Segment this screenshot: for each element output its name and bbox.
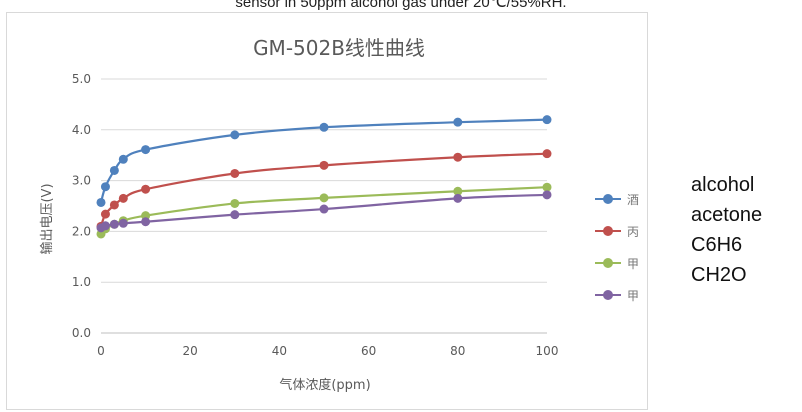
label-alcohol: alcohol	[691, 174, 755, 196]
label-acetone: acetone	[691, 204, 763, 226]
legend-label-3: 甲	[627, 257, 640, 271]
series-1-point-8	[542, 115, 552, 125]
series-3-point-6	[319, 193, 329, 203]
series-4-point-6	[319, 204, 329, 214]
series-2-point-7	[453, 152, 463, 162]
x-tick-label-2: 40	[272, 344, 287, 358]
legend-label-1: 酒	[627, 193, 640, 207]
legend-marker-3	[603, 258, 613, 268]
series-4-point-3	[118, 218, 128, 228]
legend-label-2: 丙	[627, 225, 640, 239]
x-tick-label-3: 60	[361, 344, 376, 358]
series-2-point-3	[118, 193, 128, 203]
series-2-point-2	[109, 200, 119, 210]
y-tick-label-0: 0.0	[72, 326, 91, 340]
series-1-point-6	[319, 122, 329, 132]
series-3-point-8	[542, 182, 552, 192]
y-tick-label-3: 3.0	[72, 174, 91, 188]
series-1-point-4	[141, 145, 151, 155]
series-1-point-5	[230, 130, 240, 140]
x-tick-label-5: 100	[536, 344, 559, 358]
line-chart: GM-502B线性曲线 气体浓度(ppm) 输出电压(V) 0.0 1.0 2.0 3…	[39, 36, 559, 393]
y-tick-label-2: 2.0	[72, 224, 91, 238]
legend-marker-1	[603, 194, 613, 204]
series-2-point-8	[542, 149, 552, 159]
series-2-point-6	[319, 160, 329, 170]
series-4-point-1	[100, 221, 110, 231]
legend-label-4: 甲	[627, 289, 640, 303]
series-4-point-8	[542, 190, 552, 200]
x-tick-label-0: 0	[97, 344, 105, 358]
legend-item-3: 甲	[595, 253, 655, 273]
series-1-point-7	[453, 117, 463, 127]
legend-item-1: 酒	[595, 189, 655, 209]
y-tick-label-1: 1.0	[72, 275, 91, 289]
series-4-point-4	[141, 217, 151, 227]
label-c6h6: C6H6	[691, 234, 743, 256]
series-3-point-7	[453, 186, 463, 196]
legend-item-2: 丙	[595, 221, 655, 241]
y-axis-label: 输出电压(V)	[39, 183, 55, 254]
series-2-point-1	[100, 209, 110, 219]
series-line-2	[99, 152, 548, 227]
series-3-point-5	[230, 198, 240, 208]
legend-item-4: 甲	[595, 285, 655, 305]
series-4-point-7	[453, 193, 463, 203]
series-1-point-0	[96, 197, 106, 207]
series-1-point-3	[118, 154, 128, 164]
y-tick-label-5: 5.0	[72, 72, 91, 86]
legend-marker-2	[603, 226, 613, 236]
chart-title: GM-502B线性曲线	[253, 36, 425, 60]
series-2-point-5	[230, 168, 240, 178]
series-2-point-4	[141, 184, 151, 194]
x-tick-label-4: 80	[450, 344, 465, 358]
y-tick-label-4: 4.0	[72, 123, 91, 137]
chart-panel: GM-502B线性曲线 气体浓度(ppm) 输出电压(V) 0.0 1.0 2.0 3…	[6, 12, 648, 410]
series-4-point-2	[109, 219, 119, 229]
series-4-point-5	[230, 210, 240, 220]
x-tick-label-1: 20	[183, 344, 198, 358]
legend-marker-4	[603, 290, 613, 300]
caption-text: sensor in 50ppm alcohol gas under 20℃/55…	[235, 0, 567, 11]
series-line-1	[99, 118, 548, 203]
x-axis-label: 气体浓度(ppm)	[279, 377, 370, 393]
series-1-point-1	[100, 182, 110, 192]
series-1-point-2	[109, 165, 119, 175]
label-ch2o: CH2O	[691, 264, 747, 286]
